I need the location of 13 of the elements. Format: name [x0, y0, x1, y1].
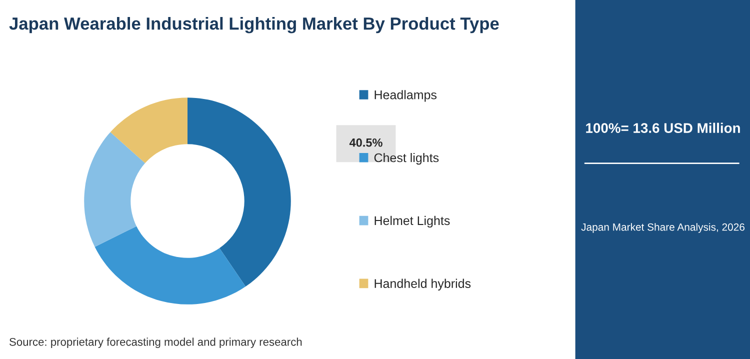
- legend-label: Chest lights: [374, 152, 439, 165]
- legend-label: Headlamps: [374, 90, 437, 102]
- text: Japan Market Share Analysis, 2026: [581, 223, 744, 233]
- legend-label: Handheld hybrids: [374, 278, 471, 290]
- source-note: Source: proprietary forecasting model and primary research: [10, 338, 302, 348]
- chart-title: Japan Wearable Industrial Lighting Market By Product Type: [9, 17, 499, 34]
- data-label: 40.5%: [349, 138, 382, 147]
- legend-label: Helmet Lights: [374, 216, 450, 228]
- donut-slice: [84, 132, 146, 247]
- donut-slice: [188, 98, 291, 287]
- donut-slice: [94, 226, 246, 304]
- donut-slice: [110, 98, 188, 164]
- text: 100%= 13.6 USD Million: [586, 122, 740, 133]
